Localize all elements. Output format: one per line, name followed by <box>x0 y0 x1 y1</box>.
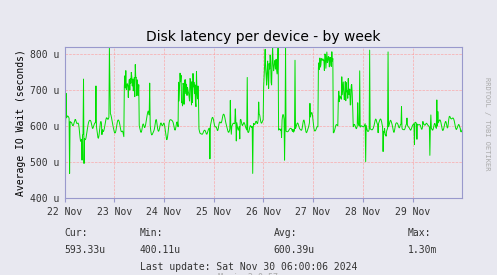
Text: 593.33u: 593.33u <box>65 245 106 255</box>
Text: Cur:: Cur: <box>65 229 88 238</box>
Text: Munin 2.0.57: Munin 2.0.57 <box>219 274 278 275</box>
Text: Max:: Max: <box>408 229 431 238</box>
Text: Avg:: Avg: <box>273 229 297 238</box>
Title: Disk latency per device - by week: Disk latency per device - by week <box>146 30 381 44</box>
Y-axis label: Average IO Wait (seconds): Average IO Wait (seconds) <box>16 49 26 196</box>
Text: 600.39u: 600.39u <box>273 245 315 255</box>
Text: RRDTOOL / TOBI OETIKER: RRDTOOL / TOBI OETIKER <box>484 77 490 170</box>
Text: Min:: Min: <box>139 229 163 238</box>
Text: 400.11u: 400.11u <box>139 245 180 255</box>
Text: 1.30m: 1.30m <box>408 245 437 255</box>
Text: Last update: Sat Nov 30 06:00:06 2024: Last update: Sat Nov 30 06:00:06 2024 <box>140 262 357 271</box>
